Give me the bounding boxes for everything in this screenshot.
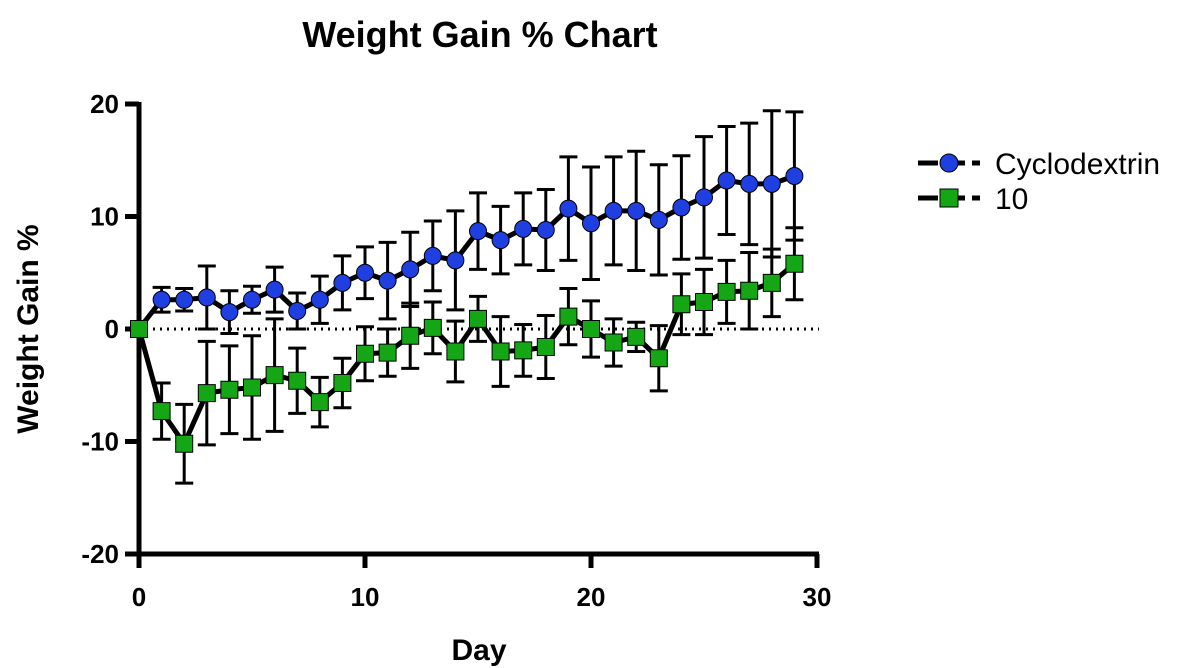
x-tick-label: 10	[351, 582, 380, 612]
x-tick-label: 30	[803, 582, 832, 612]
data-point	[740, 174, 759, 193]
data-point	[152, 290, 171, 309]
data-point	[356, 344, 374, 363]
data-point	[536, 221, 555, 239]
data-point	[717, 282, 736, 301]
data-point	[695, 188, 713, 207]
data-point	[310, 393, 329, 412]
data-point	[378, 271, 397, 290]
data-point	[762, 273, 781, 292]
data-point	[130, 320, 148, 338]
data-point	[649, 349, 668, 368]
data-point	[604, 333, 623, 352]
data-point	[649, 210, 668, 229]
data-point	[740, 281, 759, 300]
y-tick-label: -10	[81, 427, 119, 457]
data-point	[446, 251, 465, 270]
data-point	[197, 384, 216, 403]
data-point	[582, 214, 600, 233]
data-point	[333, 374, 352, 392]
data-point	[220, 303, 239, 322]
x-axis-label: Day	[451, 634, 506, 667]
data-point	[243, 378, 261, 397]
data-point	[446, 342, 465, 361]
y-tick-label: 20	[90, 89, 119, 119]
data-point	[175, 290, 194, 309]
series-layer	[130, 109, 804, 485]
data-point	[152, 402, 171, 421]
data-point	[333, 273, 352, 292]
data-point	[423, 246, 442, 265]
data-point	[265, 366, 284, 385]
data-point	[288, 371, 307, 390]
data-point	[469, 309, 487, 328]
data-point	[604, 201, 623, 220]
data-point	[785, 254, 804, 273]
data-point	[559, 307, 578, 326]
data-point	[491, 231, 510, 250]
y-tick-label: 0	[105, 314, 119, 344]
data-point	[785, 167, 804, 185]
data-point	[582, 320, 600, 338]
series-treatment-10	[130, 226, 804, 485]
x-tick-label: 20	[577, 582, 606, 612]
y-tick-label: -20	[81, 539, 119, 569]
data-point	[536, 338, 555, 356]
data-point	[288, 302, 307, 320]
legend-entry: 10	[918, 183, 1028, 216]
data-point	[672, 198, 691, 217]
data-point	[243, 290, 261, 309]
data-point	[356, 263, 374, 282]
data-point	[514, 219, 533, 238]
legend-swatch-marker	[939, 188, 959, 208]
data-point	[197, 288, 216, 307]
y-axis-label: Weight Gain %	[12, 224, 45, 433]
data-point	[378, 343, 397, 362]
data-point	[265, 280, 284, 299]
data-point	[220, 380, 239, 399]
data-point	[423, 318, 442, 337]
data-point	[762, 174, 781, 193]
chart-title: Weight Gain % Chart	[302, 14, 657, 55]
legend-label: Cyclodextrin	[995, 148, 1160, 181]
legend-label: 10	[995, 183, 1028, 216]
data-point	[491, 342, 510, 361]
data-point	[717, 171, 736, 190]
data-point	[559, 199, 578, 218]
data-point	[401, 326, 420, 345]
legend-swatch-marker	[939, 153, 959, 173]
data-point	[672, 295, 691, 314]
data-point	[627, 327, 646, 346]
data-point	[627, 201, 646, 220]
data-point	[310, 290, 329, 309]
data-point	[469, 222, 487, 241]
y-tick-label: 10	[90, 202, 119, 232]
legend-entry: Cyclodextrin	[918, 148, 1160, 181]
data-point	[175, 434, 194, 453]
data-point	[514, 341, 533, 360]
data-point	[695, 293, 713, 311]
data-point	[401, 260, 420, 279]
x-tick-label: 0	[132, 582, 146, 612]
